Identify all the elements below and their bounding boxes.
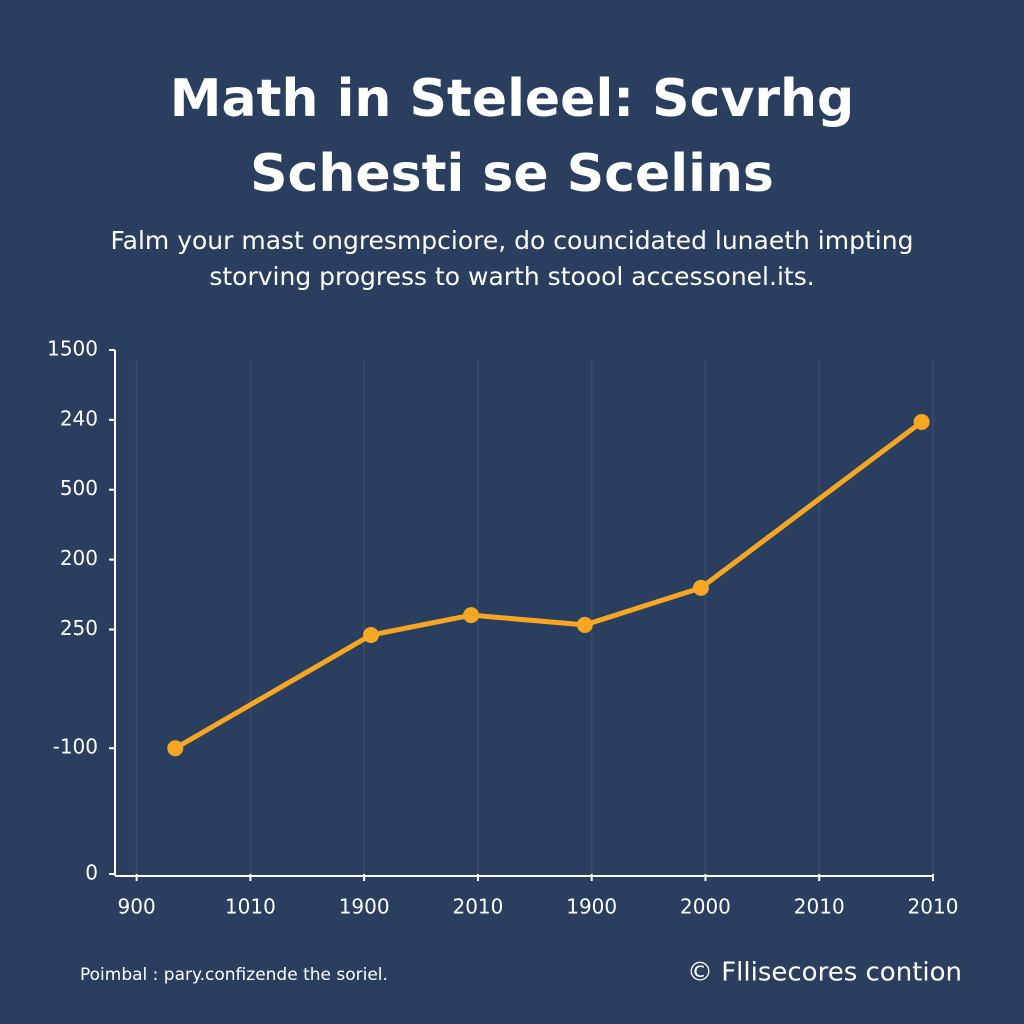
y-tick-label: 200 (60, 546, 98, 570)
x-tick-label: 2000 (680, 895, 731, 919)
x-tick-label: 1010 (225, 895, 276, 919)
x-tick-label: 2010 (452, 895, 503, 919)
x-tick-label: 2010 (908, 895, 959, 919)
y-tick-label: -100 (53, 735, 98, 759)
point (463, 607, 480, 624)
point (692, 579, 709, 596)
y-tick-label: 500 (60, 476, 98, 500)
point (362, 627, 379, 644)
footer-note: Poimbal : pary.confizende the soriel. (80, 965, 388, 985)
x-tick-label: 1900 (566, 895, 617, 919)
y-tick-label: 240 (60, 406, 98, 430)
chart-title: Schesti se Scelins (250, 144, 774, 204)
x-tick-label: 2010 (794, 895, 845, 919)
subtitle: storving progress to warth stoool access… (209, 262, 814, 291)
point (576, 616, 593, 633)
y-tick-label: 0 (85, 861, 98, 885)
x-tick-label: 900 (118, 895, 156, 919)
line (174, 419, 924, 751)
point (167, 740, 184, 757)
point (913, 413, 930, 430)
subtitle: Falm your mast ongresmpciore, do councid… (111, 226, 914, 255)
x-tick-label: 1900 (339, 895, 390, 919)
chart-title: Math in Steleel: Scvrhg (170, 69, 854, 129)
y-tick-label: 250 (60, 616, 98, 640)
footer-credit: © Fllisecores contion (687, 958, 962, 988)
y-tick-label: 1500 (47, 337, 98, 361)
